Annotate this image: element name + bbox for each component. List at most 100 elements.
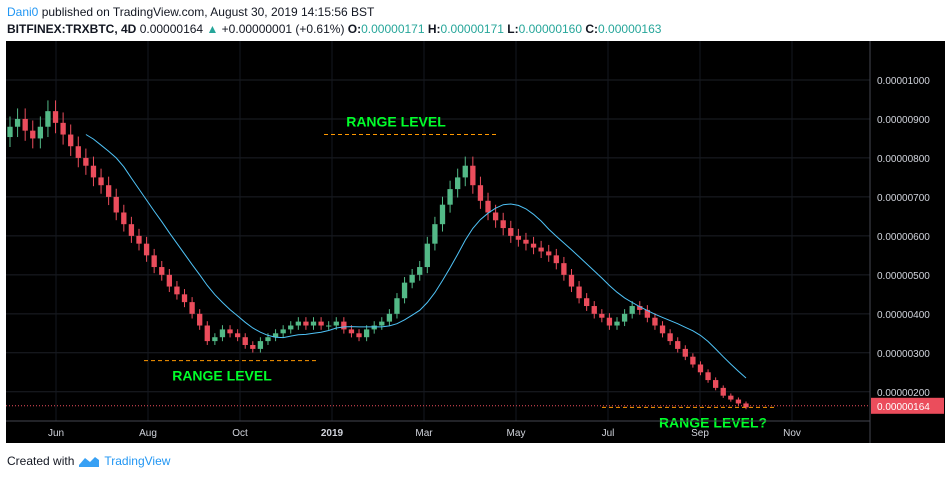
candle-body bbox=[348, 329, 355, 334]
candle-body bbox=[98, 177, 104, 186]
candle-body bbox=[105, 185, 112, 197]
candle-body bbox=[561, 263, 567, 275]
candle-body bbox=[75, 146, 81, 158]
current-price-label: 0.00000164 bbox=[877, 402, 930, 413]
chart-grid bbox=[6, 41, 870, 421]
candle-body bbox=[515, 235, 522, 240]
price-tick-label: 0.00000200 bbox=[877, 388, 930, 399]
time-tick-label: Sep bbox=[691, 428, 709, 439]
candle-body bbox=[227, 329, 233, 334]
candle-body bbox=[409, 274, 415, 283]
candle-body bbox=[121, 212, 127, 225]
time-tick-label: Aug bbox=[139, 428, 157, 439]
candle-body bbox=[439, 204, 446, 225]
candle-body bbox=[14, 118, 21, 127]
candle-body bbox=[447, 189, 453, 205]
candle-body bbox=[288, 325, 294, 330]
range-level-label: RANGE LEVEL bbox=[346, 114, 446, 130]
candle-body bbox=[667, 333, 673, 342]
candle-body bbox=[333, 321, 339, 326]
candle-body bbox=[576, 286, 582, 299]
candle-body bbox=[174, 286, 180, 295]
candle-body bbox=[584, 298, 590, 307]
candle-body bbox=[151, 255, 157, 268]
low-label: L: bbox=[507, 22, 519, 36]
candle-body bbox=[606, 317, 613, 326]
last-price: 0.00000164 bbox=[139, 22, 204, 36]
up-arrow-icon: ▲ bbox=[206, 22, 219, 36]
author-link[interactable]: Dani0 bbox=[7, 5, 39, 19]
candle-body bbox=[462, 165, 468, 178]
candle-body bbox=[705, 372, 711, 381]
candle-body bbox=[341, 321, 347, 330]
candle-body bbox=[204, 325, 210, 342]
candle-body bbox=[128, 224, 135, 236]
close-value: 0.00000163 bbox=[598, 22, 662, 36]
price-tick-label: 0.00000700 bbox=[877, 193, 930, 204]
candle-body bbox=[22, 118, 28, 131]
candle-body bbox=[166, 274, 172, 287]
candle-body bbox=[675, 341, 681, 349]
symbol-label: BITFINEX:TRXBTC, 4D bbox=[7, 22, 137, 36]
candle-body bbox=[295, 321, 301, 326]
price-axis[interactable]: 0.00001000 0.00000900 0.00000800 0.00000700… bbox=[871, 76, 944, 414]
candle-body bbox=[682, 348, 688, 357]
candle-body bbox=[523, 239, 529, 244]
price-tick-label: 0.00000400 bbox=[877, 310, 930, 321]
publish-line: Dani0 published on TradingView.com, Augu… bbox=[7, 5, 374, 19]
candle-body bbox=[591, 306, 597, 314]
candle-body bbox=[37, 126, 44, 139]
candle-body bbox=[538, 247, 544, 252]
price-tick-label: 0.00000800 bbox=[877, 154, 930, 165]
candle-body bbox=[697, 364, 704, 373]
candle-body bbox=[7, 126, 13, 138]
candle-body bbox=[659, 325, 666, 334]
time-tick-label: Nov bbox=[783, 428, 801, 439]
price-tick-label: 0.00000500 bbox=[877, 271, 930, 282]
candle-body bbox=[728, 395, 734, 400]
candle-body bbox=[242, 337, 248, 345]
price-chart[interactable]: RANGE LEVEL RANGE LEVEL RANGE LEVEL? 0.000… bbox=[6, 41, 945, 443]
candle-body bbox=[326, 325, 332, 327]
candle-body bbox=[371, 325, 377, 330]
current-price-tag bbox=[871, 397, 944, 414]
tradingview-link[interactable]: TradingView bbox=[104, 454, 171, 468]
candle-body bbox=[621, 313, 628, 322]
candle-body bbox=[136, 235, 142, 244]
candle-body bbox=[508, 228, 514, 236]
chart-background bbox=[6, 41, 945, 443]
candle-body bbox=[424, 243, 430, 268]
candle-body bbox=[363, 329, 370, 338]
time-tick-label: Jul bbox=[602, 428, 615, 439]
range-level-label: RANGE LEVEL? bbox=[659, 414, 767, 430]
candle-body bbox=[83, 157, 89, 166]
high-label: H: bbox=[427, 22, 441, 36]
open-value: 0.00000171 bbox=[361, 22, 425, 36]
candle-body bbox=[379, 321, 385, 326]
candle-body bbox=[470, 165, 476, 186]
candle-body bbox=[485, 200, 491, 213]
candle-body bbox=[272, 333, 279, 338]
candle-body bbox=[68, 134, 74, 147]
candle-body bbox=[599, 313, 605, 318]
candle-body bbox=[652, 317, 658, 326]
candle-body bbox=[644, 309, 651, 318]
price-change: +0.00000001 (+0.61%) bbox=[221, 22, 345, 36]
candle-body bbox=[500, 220, 506, 229]
candle-body bbox=[181, 294, 188, 303]
candle-body bbox=[614, 321, 620, 326]
candle-body bbox=[530, 243, 537, 248]
time-axis[interactable]: Jun Aug Oct 2019 Mar May Jul Sep Nov bbox=[48, 428, 801, 439]
candle-body bbox=[303, 321, 309, 326]
candle-body bbox=[690, 356, 696, 365]
candle-body bbox=[568, 274, 575, 287]
candle-body bbox=[720, 387, 726, 396]
candles-layer bbox=[7, 100, 749, 410]
candle-body bbox=[401, 282, 408, 299]
time-tick-label: May bbox=[507, 428, 526, 439]
created-with-text: Created with bbox=[7, 454, 75, 468]
high-value: 0.00000171 bbox=[440, 22, 504, 36]
candle-body bbox=[712, 380, 719, 388]
candle-body bbox=[265, 337, 271, 342]
footer: Created with TradingView bbox=[7, 454, 170, 468]
